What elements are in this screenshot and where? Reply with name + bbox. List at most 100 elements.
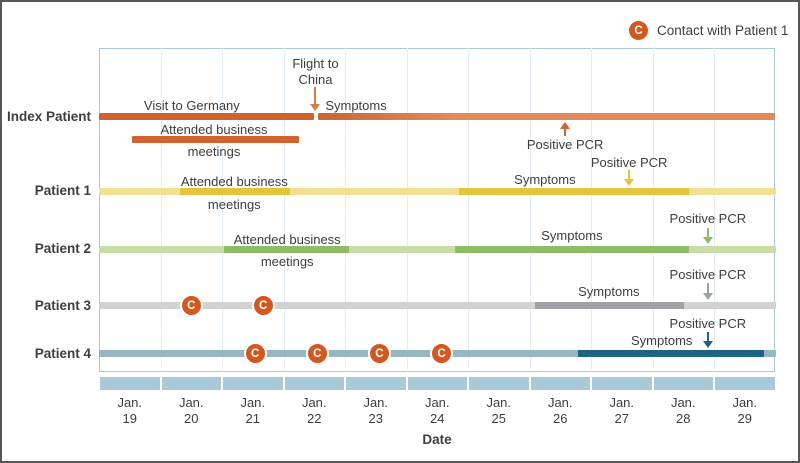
positive-pcr-arrow-stem (628, 170, 631, 180)
annotation-text: Symptoms (541, 228, 603, 243)
timeline-bar-symptoms (455, 245, 690, 253)
tick-label: Jan. 27 (591, 395, 653, 427)
contact-marker: C (243, 342, 267, 365)
tick-day: 27 (614, 411, 629, 426)
tick-label: Jan. 21 (222, 395, 284, 427)
tick-month: Jan. (670, 395, 696, 410)
positive-pcr-arrow (624, 179, 635, 186)
annotation-text: meetings (187, 144, 241, 159)
tick-label: Jan. 25 (468, 395, 530, 427)
timeline-bar-baseline (99, 187, 776, 195)
tick-label: Jan. 28 (653, 395, 715, 427)
annotation-text: Positive PCR (669, 211, 747, 226)
row-label: Patient 4 (34, 345, 91, 361)
axis-day-block (469, 377, 529, 390)
timeline-bar-baseline (99, 302, 776, 309)
annotation-text: meetings (207, 197, 261, 212)
gridline (529, 48, 531, 372)
row-label: Index Patient (6, 108, 91, 124)
contact-marker: C (367, 342, 391, 365)
gridline (283, 48, 285, 372)
positive-pcr-arrow-stem (564, 128, 567, 136)
axis-day-block (592, 377, 652, 390)
contact-marker: C (305, 342, 329, 365)
positive-pcr-arrow (702, 293, 713, 300)
axis-day-block (161, 377, 221, 390)
annotation-text: China (298, 72, 333, 87)
positive-pcr-arrow-stem (706, 283, 709, 294)
annotation-text: Flight to (292, 56, 339, 71)
contact-icon-letter: C (634, 24, 643, 37)
tick-day: 20 (184, 411, 199, 426)
tick-label: Jan. 20 (161, 395, 223, 427)
tick-month: Jan. (240, 395, 266, 410)
tick-month: Jan. (178, 395, 204, 410)
contact-marker: C (179, 294, 203, 317)
positive-pcr-arrow (702, 237, 713, 244)
positive-pcr-arrow-stem (706, 332, 709, 342)
timeline-bar-attended-business-meetings (180, 187, 290, 195)
tick-label: Jan. 29 (714, 395, 776, 427)
axis-day-block (715, 377, 775, 390)
tick-day: 25 (491, 411, 506, 426)
annotation-text: Attended business (233, 232, 341, 247)
flight-to-china-arrow-stem (314, 87, 317, 105)
tick-month: Jan. (609, 395, 635, 410)
gridline (652, 48, 654, 372)
gridline (160, 48, 162, 372)
row-label: Patient 3 (34, 297, 91, 313)
timeline-bar-symptoms (535, 302, 685, 309)
annotation-text: meetings (260, 254, 314, 269)
annotation-text: Symptoms (514, 172, 576, 187)
annotation-text: Positive PCR (669, 267, 747, 282)
contact-marker: C (251, 294, 275, 317)
gridline (468, 48, 469, 372)
tick-label: Jan. 26 (530, 395, 592, 427)
axis-day-block (346, 377, 406, 390)
annotation-text: Visit to Germany (143, 98, 240, 113)
gridline (406, 48, 408, 372)
annotation-text: Positive PCR (526, 137, 604, 152)
annotation-text: Positive PCR (590, 155, 668, 170)
tick-month: Jan. (117, 395, 143, 410)
gridline (345, 48, 346, 372)
gridline (591, 48, 592, 372)
tick-day: 26 (553, 411, 568, 426)
tick-month: Jan. (363, 395, 389, 410)
legend-label: Contact with Patient 1 (657, 23, 789, 38)
tick-month: Jan. (732, 395, 758, 410)
tick-day: 22 (307, 411, 322, 426)
tick-day: 24 (430, 411, 445, 426)
row-label: Patient 2 (34, 241, 91, 256)
annotation-text: Positive PCR (669, 316, 747, 331)
annotation-text: Symptoms (631, 333, 693, 348)
x-axis-title: Date (422, 432, 452, 447)
tick-day: 21 (245, 411, 260, 426)
tick-month: Jan. (486, 395, 512, 410)
axis-day-block (407, 377, 467, 390)
tick-day: 29 (737, 411, 752, 426)
tick-day: 19 (122, 411, 137, 426)
tick-label: Jan. 24 (407, 395, 469, 427)
axis-day-block (100, 377, 160, 390)
gridline (222, 48, 223, 372)
positive-pcr-arrow (702, 341, 713, 348)
gridline (714, 48, 715, 372)
legend: C Contact with Patient 1 (629, 21, 788, 40)
positive-pcr-arrow-stem (706, 228, 709, 238)
axis-day-block (284, 377, 344, 390)
axis-day-block (530, 377, 590, 390)
annotation-text: Symptoms (325, 98, 387, 113)
annotation-text: Attended business (160, 122, 268, 137)
timeline-bar-visit-to-germany (99, 113, 314, 120)
timeline-bar-baseline (99, 245, 776, 253)
timeline-bar-attended-business-meetings (131, 136, 300, 143)
row-label: Patient 1 (34, 183, 91, 198)
annotation-text: Symptoms (578, 284, 640, 299)
tick-month: Jan. (547, 395, 573, 410)
timeline-bar-symptoms (578, 350, 764, 357)
annotation-text: Attended business (180, 174, 288, 189)
axis-day-block (223, 377, 283, 390)
timeline-bar-symptoms (459, 187, 690, 195)
tick-day: 23 (368, 411, 383, 426)
